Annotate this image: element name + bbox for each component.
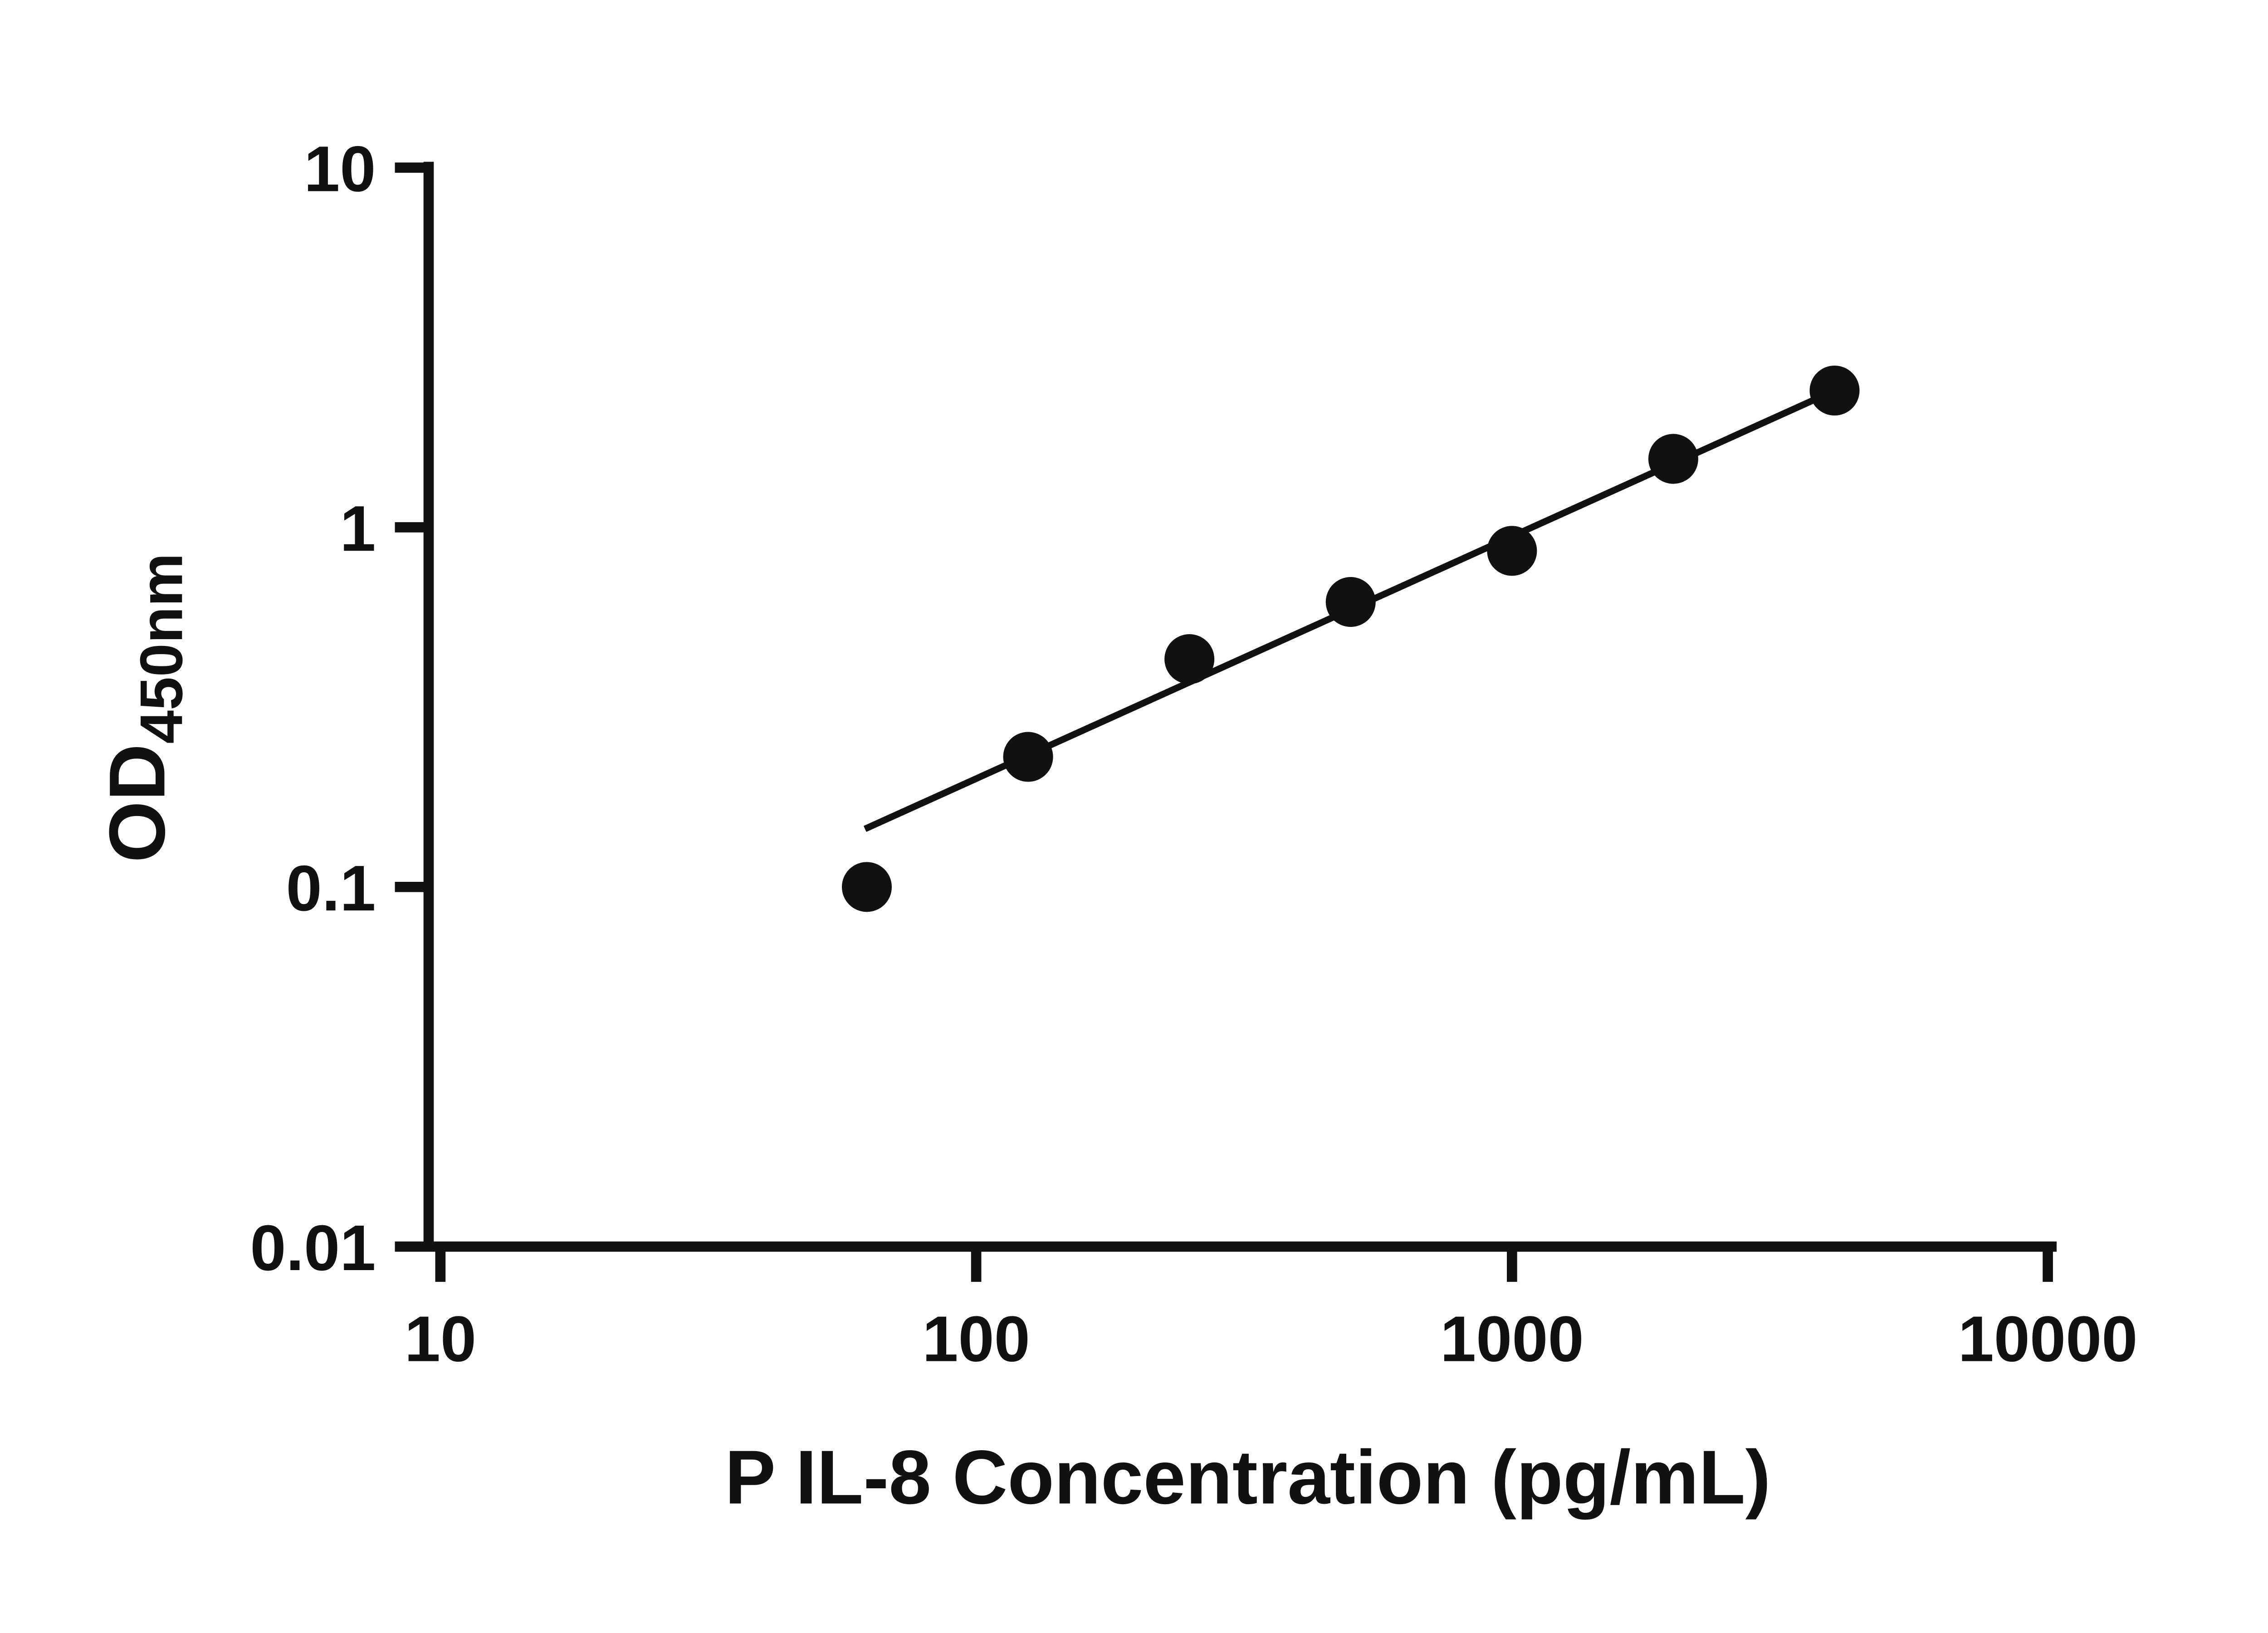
data-point — [1809, 365, 1860, 416]
y-axis-tick-labels: 10 1 0.1 0.01 — [250, 133, 376, 1284]
data-point — [1164, 634, 1215, 684]
y-axis-title-subscript: 450nm — [128, 553, 195, 743]
y-tick-label: 0.1 — [286, 852, 376, 924]
data-point — [1487, 526, 1537, 576]
x-tick-label: 1000 — [1440, 1303, 1584, 1375]
x-axis-ticks — [435, 1247, 2053, 1282]
y-tick-label: 1 — [340, 493, 376, 565]
y-axis-ticks — [395, 162, 429, 1252]
x-tick-label: 10000 — [1958, 1303, 2138, 1375]
data-point — [1003, 732, 1053, 782]
chart-background — [0, 20, 2268, 1613]
data-point — [841, 862, 892, 912]
y-axis-title-main: OD — [93, 744, 181, 863]
x-tick-label: 10 — [405, 1303, 476, 1375]
data-point — [1648, 434, 1698, 484]
x-axis-title: P IL-8 Concentration (pg/mL) — [725, 1435, 1771, 1520]
x-tick-label: 100 — [922, 1303, 1030, 1375]
y-axis-title: OD450nm — [93, 553, 195, 863]
data-points-group — [841, 365, 1860, 912]
data-point — [1325, 577, 1376, 627]
y-tick-label: 0.01 — [250, 1212, 376, 1284]
y-tick-label: 10 — [304, 133, 376, 205]
x-axis-tick-labels: 10 100 1000 10000 — [405, 1303, 2138, 1375]
